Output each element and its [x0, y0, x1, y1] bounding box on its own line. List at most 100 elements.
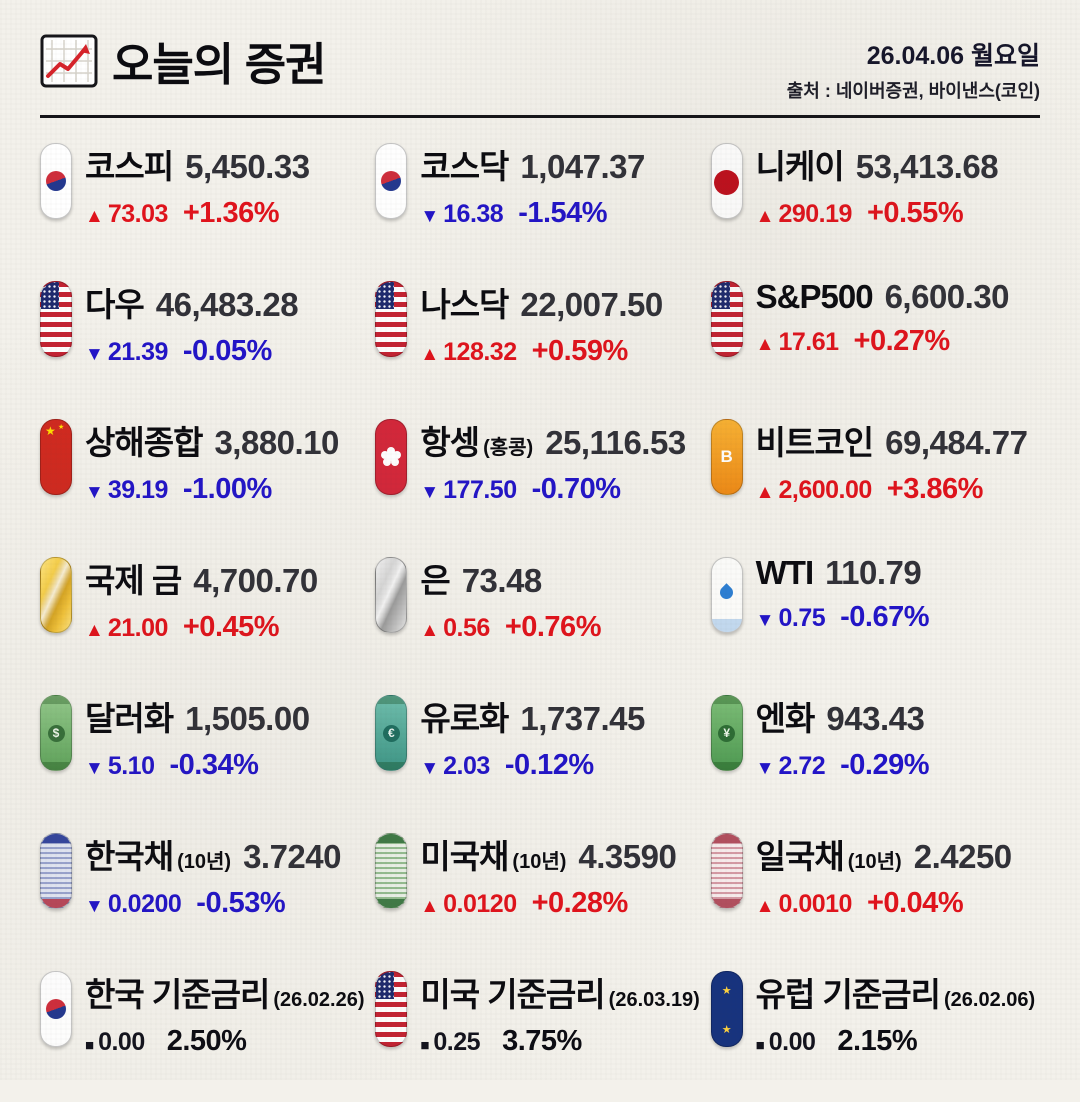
oil-drop-icon	[710, 557, 743, 633]
change-direction-icon	[85, 1034, 94, 1056]
market-value: 3,880.10	[214, 424, 339, 461]
market-change: 21.00	[107, 614, 169, 642]
market-change-percent: -0.34%	[169, 749, 259, 781]
market-item-nikkei: 니케이 53,413.68 290.19 +0.55%	[710, 136, 1040, 274]
market-name: 코스닥	[420, 148, 509, 185]
eu-flag-icon	[710, 971, 743, 1047]
market-change: 16.38	[443, 200, 504, 228]
page-title: 오늘의 증권	[112, 39, 327, 90]
market-change: 0.56	[443, 614, 490, 642]
change-direction-icon	[420, 206, 439, 228]
market-change-percent: +0.76%	[504, 611, 602, 643]
market-value: 53,413.68	[855, 148, 999, 185]
market-name: 엔화	[755, 700, 816, 737]
market-name: 항셍	[420, 424, 480, 461]
us-flag-icon	[710, 281, 743, 357]
market-change-percent: -1.54%	[518, 197, 608, 229]
market-change: 5.10	[107, 752, 155, 780]
market-name-suffix: (26.02.06)	[944, 989, 1036, 1011]
korea-flag-icon	[40, 143, 72, 219]
market-name: 국제 금	[85, 562, 182, 599]
market-change: 128.32	[443, 338, 517, 366]
japan-bond-icon	[710, 833, 743, 909]
market-change: 21.39	[107, 338, 169, 366]
market-change-percent: 2.50%	[166, 1025, 247, 1057]
change-direction-icon	[85, 482, 104, 504]
us-flag-icon	[375, 281, 408, 357]
market-item-us-base-rate: 미국 기준금리 (26.03.19) 0.25 3.75%	[375, 964, 704, 1102]
market-change: 2.03	[443, 752, 490, 780]
market-change: 0.0010	[778, 890, 852, 918]
market-grid: 코스피 5,450.33 73.03 +1.36% 코스닥 1,047.37 1…	[40, 136, 1040, 1102]
market-name: 미국채	[420, 838, 509, 875]
change-direction-icon	[756, 896, 775, 918]
market-name: 나스닥	[420, 286, 509, 323]
date-label: 26.04.06 월요일	[866, 42, 1040, 70]
market-item-shanghai: 상해종합 3,880.10 39.19 -1.00%	[40, 412, 369, 550]
chart-icon	[40, 34, 98, 88]
brand: 오늘의 증권	[40, 28, 327, 93]
market-name: WTI	[755, 554, 814, 591]
us-flag-icon	[375, 971, 408, 1047]
bitcoin-icon	[710, 419, 743, 495]
market-change: 0.00	[768, 1028, 816, 1056]
market-item-hangseng: 항셍 (홍콩) 25,116.53 177.50 -0.70%	[375, 412, 704, 550]
market-value: 4,700.70	[193, 562, 318, 599]
market-item-korea-bond: 한국채 (10년) 3.7240 0.0200 -0.53%	[40, 826, 369, 964]
market-name-suffix: (26.02.26)	[273, 989, 365, 1011]
market-value: 22,007.50	[520, 286, 663, 323]
market-change-percent: -0.12%	[504, 749, 594, 781]
market-change: 2,600.00	[778, 476, 872, 504]
market-item-japan-bond: 일국채 (10년) 2.4250 0.0010 +0.04%	[710, 826, 1040, 964]
market-change: 39.19	[107, 476, 169, 504]
hongkong-flag-icon	[375, 419, 408, 495]
market-value: 2.4250	[913, 838, 1012, 875]
market-value: 3.7240	[243, 838, 341, 875]
market-change-percent: +0.59%	[531, 335, 629, 367]
market-change-percent: 3.75%	[502, 1025, 582, 1057]
market-name: 미국 기준금리	[420, 976, 605, 1013]
market-value: 943.43	[826, 700, 925, 737]
market-name: 한국채	[85, 838, 174, 875]
market-name: 비트코인	[755, 424, 874, 461]
gold-bar-icon	[40, 557, 72, 633]
dollar-bill-icon	[40, 695, 72, 771]
market-name-suffix: (26.03.19)	[608, 989, 700, 1011]
market-value: 1,047.37	[520, 148, 645, 185]
market-change-percent: -1.00%	[182, 473, 272, 505]
market-value: 4.3590	[578, 838, 677, 875]
market-value: 1,737.45	[520, 700, 645, 737]
market-change-percent: -0.67%	[840, 601, 930, 633]
market-name-suffix: (10년)	[512, 851, 567, 873]
market-change: 177.50	[443, 476, 517, 504]
market-change-percent: +1.36%	[182, 197, 280, 229]
market-item-wti: WTI 110.79 0.75 -0.67%	[710, 550, 1040, 688]
market-item-silver: 은 73.48 0.56 +0.76%	[375, 550, 704, 688]
market-name: 상해종합	[85, 424, 203, 461]
market-name: 달러화	[85, 700, 174, 737]
market-change-percent: -0.70%	[531, 473, 621, 505]
market-value: 46,483.28	[155, 286, 299, 323]
market-value: 25,116.53	[545, 424, 686, 461]
market-change: 73.03	[107, 200, 169, 228]
china-flag-icon	[40, 419, 72, 495]
market-change: 17.61	[778, 328, 839, 356]
market-name: 유로화	[420, 700, 509, 737]
market-change: 0.0200	[107, 890, 182, 918]
market-name: 코스피	[85, 148, 174, 185]
market-value: 5,450.33	[185, 148, 310, 185]
market-item-europe-base-rate: 유럽 기준금리 (26.02.06) 0.00 2.15%	[710, 964, 1040, 1102]
market-item-nasdaq: 나스닥 22,007.50 128.32 +0.59%	[375, 274, 704, 412]
change-direction-icon	[756, 758, 775, 780]
market-name: S&P500	[755, 278, 874, 315]
market-change-percent: +3.86%	[886, 473, 984, 505]
change-direction-icon	[85, 896, 104, 918]
market-change-percent: +0.27%	[853, 325, 951, 357]
source-label: 출처 : 네이버증권, 바이낸스(코인)	[786, 81, 1040, 101]
market-item-dow: 다우 46,483.28 21.39 -0.05%	[40, 274, 369, 412]
market-change-percent: +0.28%	[531, 887, 629, 919]
market-value: 1,505.00	[185, 700, 310, 737]
market-name: 은	[420, 562, 450, 599]
market-change-percent: -0.53%	[196, 887, 286, 919]
